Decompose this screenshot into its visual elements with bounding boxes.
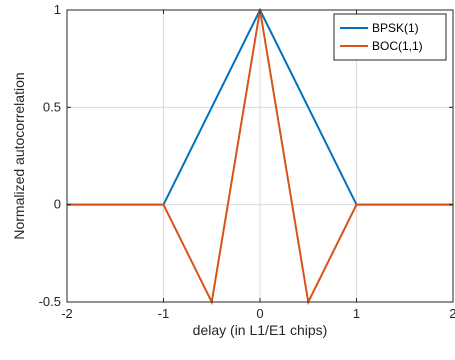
y-tick-label-2: 0.5 (43, 99, 61, 114)
y-tick-label-0: -0.5 (39, 294, 61, 309)
x-tick-label-4: 2 (449, 306, 455, 321)
x-tick-label-3: 1 (353, 306, 360, 321)
x-tick-label-2: 0 (256, 306, 263, 321)
y-tick-label-3: 1 (54, 2, 61, 17)
x-tick-label-1: -1 (158, 306, 170, 321)
legend-label-0: BPSK(1) (372, 21, 419, 35)
legend: BPSK(1) BOC(1,1) (334, 14, 446, 60)
legend-label-1: BOC(1,1) (372, 39, 423, 53)
y-tick-label-1: 0 (54, 197, 61, 212)
x-tick-label-0: -2 (61, 306, 73, 321)
x-axis-label: delay (in L1/E1 chips) (193, 322, 328, 338)
y-axis-label: Normalized autocorrelation (11, 72, 27, 239)
